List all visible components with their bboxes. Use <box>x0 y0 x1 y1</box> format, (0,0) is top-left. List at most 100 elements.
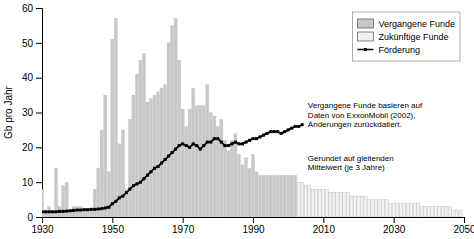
marker <box>266 132 269 135</box>
bar <box>171 25 174 217</box>
marker <box>202 144 205 147</box>
legend-frame <box>352 12 460 61</box>
marker <box>114 200 117 203</box>
bar <box>382 200 385 217</box>
bar <box>167 43 170 217</box>
x-axis-tick-label: 2030 <box>383 224 406 235</box>
y-axis-tick: 20 <box>22 142 42 153</box>
x-axis-tick-label: 1970 <box>172 224 195 235</box>
y-axis-tick: 60 <box>22 3 42 14</box>
y-axis-tick-label: 0 <box>27 212 33 223</box>
bar <box>325 189 328 217</box>
bar <box>202 106 205 217</box>
x-axis-tick-mark <box>253 217 254 223</box>
marker <box>142 177 145 180</box>
bar <box>431 207 434 217</box>
marker <box>167 155 170 158</box>
legend-swatch <box>357 32 373 41</box>
bar <box>332 193 335 217</box>
y-axis-tick-label: 10 <box>22 177 34 188</box>
bar <box>220 119 223 217</box>
bar <box>111 39 114 217</box>
marker <box>259 135 262 138</box>
bar <box>375 200 378 217</box>
x-axis-tick-mark <box>112 217 113 223</box>
bar <box>223 140 226 217</box>
x-axis-tick: 1970 <box>172 217 195 235</box>
marker <box>160 162 163 165</box>
bar <box>406 203 409 217</box>
y-axis-line <box>36 9 43 218</box>
marker <box>301 123 304 126</box>
marker <box>280 132 283 135</box>
marker <box>220 141 223 144</box>
bar <box>188 109 191 217</box>
marker <box>139 181 142 184</box>
bar <box>385 200 388 217</box>
bar <box>69 210 72 217</box>
annotation: Gerundet auf gleitendenMittelwert (je 3 … <box>308 154 394 172</box>
bar <box>248 168 251 217</box>
y-axis-tick: 10 <box>22 177 42 188</box>
bar <box>413 203 416 217</box>
x-axis-line <box>43 218 465 224</box>
bar <box>434 207 437 217</box>
marker <box>146 174 149 177</box>
bar <box>65 182 68 217</box>
bar <box>241 165 244 217</box>
bar <box>315 189 318 217</box>
x-axis-tick-mark <box>394 217 395 223</box>
bar <box>389 203 392 217</box>
x-axis-tick-label: 1950 <box>102 224 125 235</box>
bar <box>97 168 100 217</box>
bar <box>178 60 181 217</box>
marker <box>79 209 82 212</box>
marker <box>164 158 167 161</box>
bar <box>100 130 103 217</box>
marker <box>294 125 297 128</box>
bar <box>195 106 198 217</box>
marker <box>248 139 251 142</box>
bar <box>251 154 254 217</box>
bar <box>79 207 82 217</box>
marker <box>121 195 124 198</box>
legend-swatch <box>357 49 373 51</box>
bar <box>62 186 65 217</box>
x-axis: 1930195019701990201020302050 <box>31 217 474 235</box>
marker <box>97 207 100 210</box>
marker <box>44 210 47 213</box>
line-series <box>42 123 304 213</box>
marker <box>174 148 177 151</box>
marker <box>297 125 300 128</box>
x-axis-tick-label: 2010 <box>313 224 336 235</box>
marker <box>76 209 79 212</box>
bar <box>339 193 342 217</box>
bar <box>357 196 360 217</box>
bar <box>297 182 300 217</box>
y-axis-tick: 0 <box>27 212 42 223</box>
bar <box>360 196 363 217</box>
y-axis-tick-label: 50 <box>22 38 34 49</box>
bar <box>403 203 406 217</box>
x-axis-tick-mark <box>323 217 324 223</box>
bar <box>244 158 247 217</box>
marker <box>55 210 58 213</box>
y-axis-tick-mark <box>36 43 42 44</box>
x-axis-tick-label: 1990 <box>242 224 265 235</box>
marker <box>227 144 230 147</box>
bar <box>114 18 117 217</box>
x-axis-tick: 1990 <box>242 217 265 235</box>
marker <box>269 130 272 133</box>
bar <box>445 207 448 217</box>
bar <box>93 189 96 217</box>
plot: 1930195019701990201020302050010203040506… <box>22 3 474 235</box>
marker <box>111 202 114 205</box>
bar <box>58 207 61 217</box>
bar <box>343 193 346 217</box>
legend-swatch <box>357 19 373 28</box>
marker <box>178 144 181 147</box>
bar <box>76 207 79 217</box>
marker <box>62 210 65 213</box>
marker <box>223 144 226 147</box>
bar <box>199 106 202 217</box>
